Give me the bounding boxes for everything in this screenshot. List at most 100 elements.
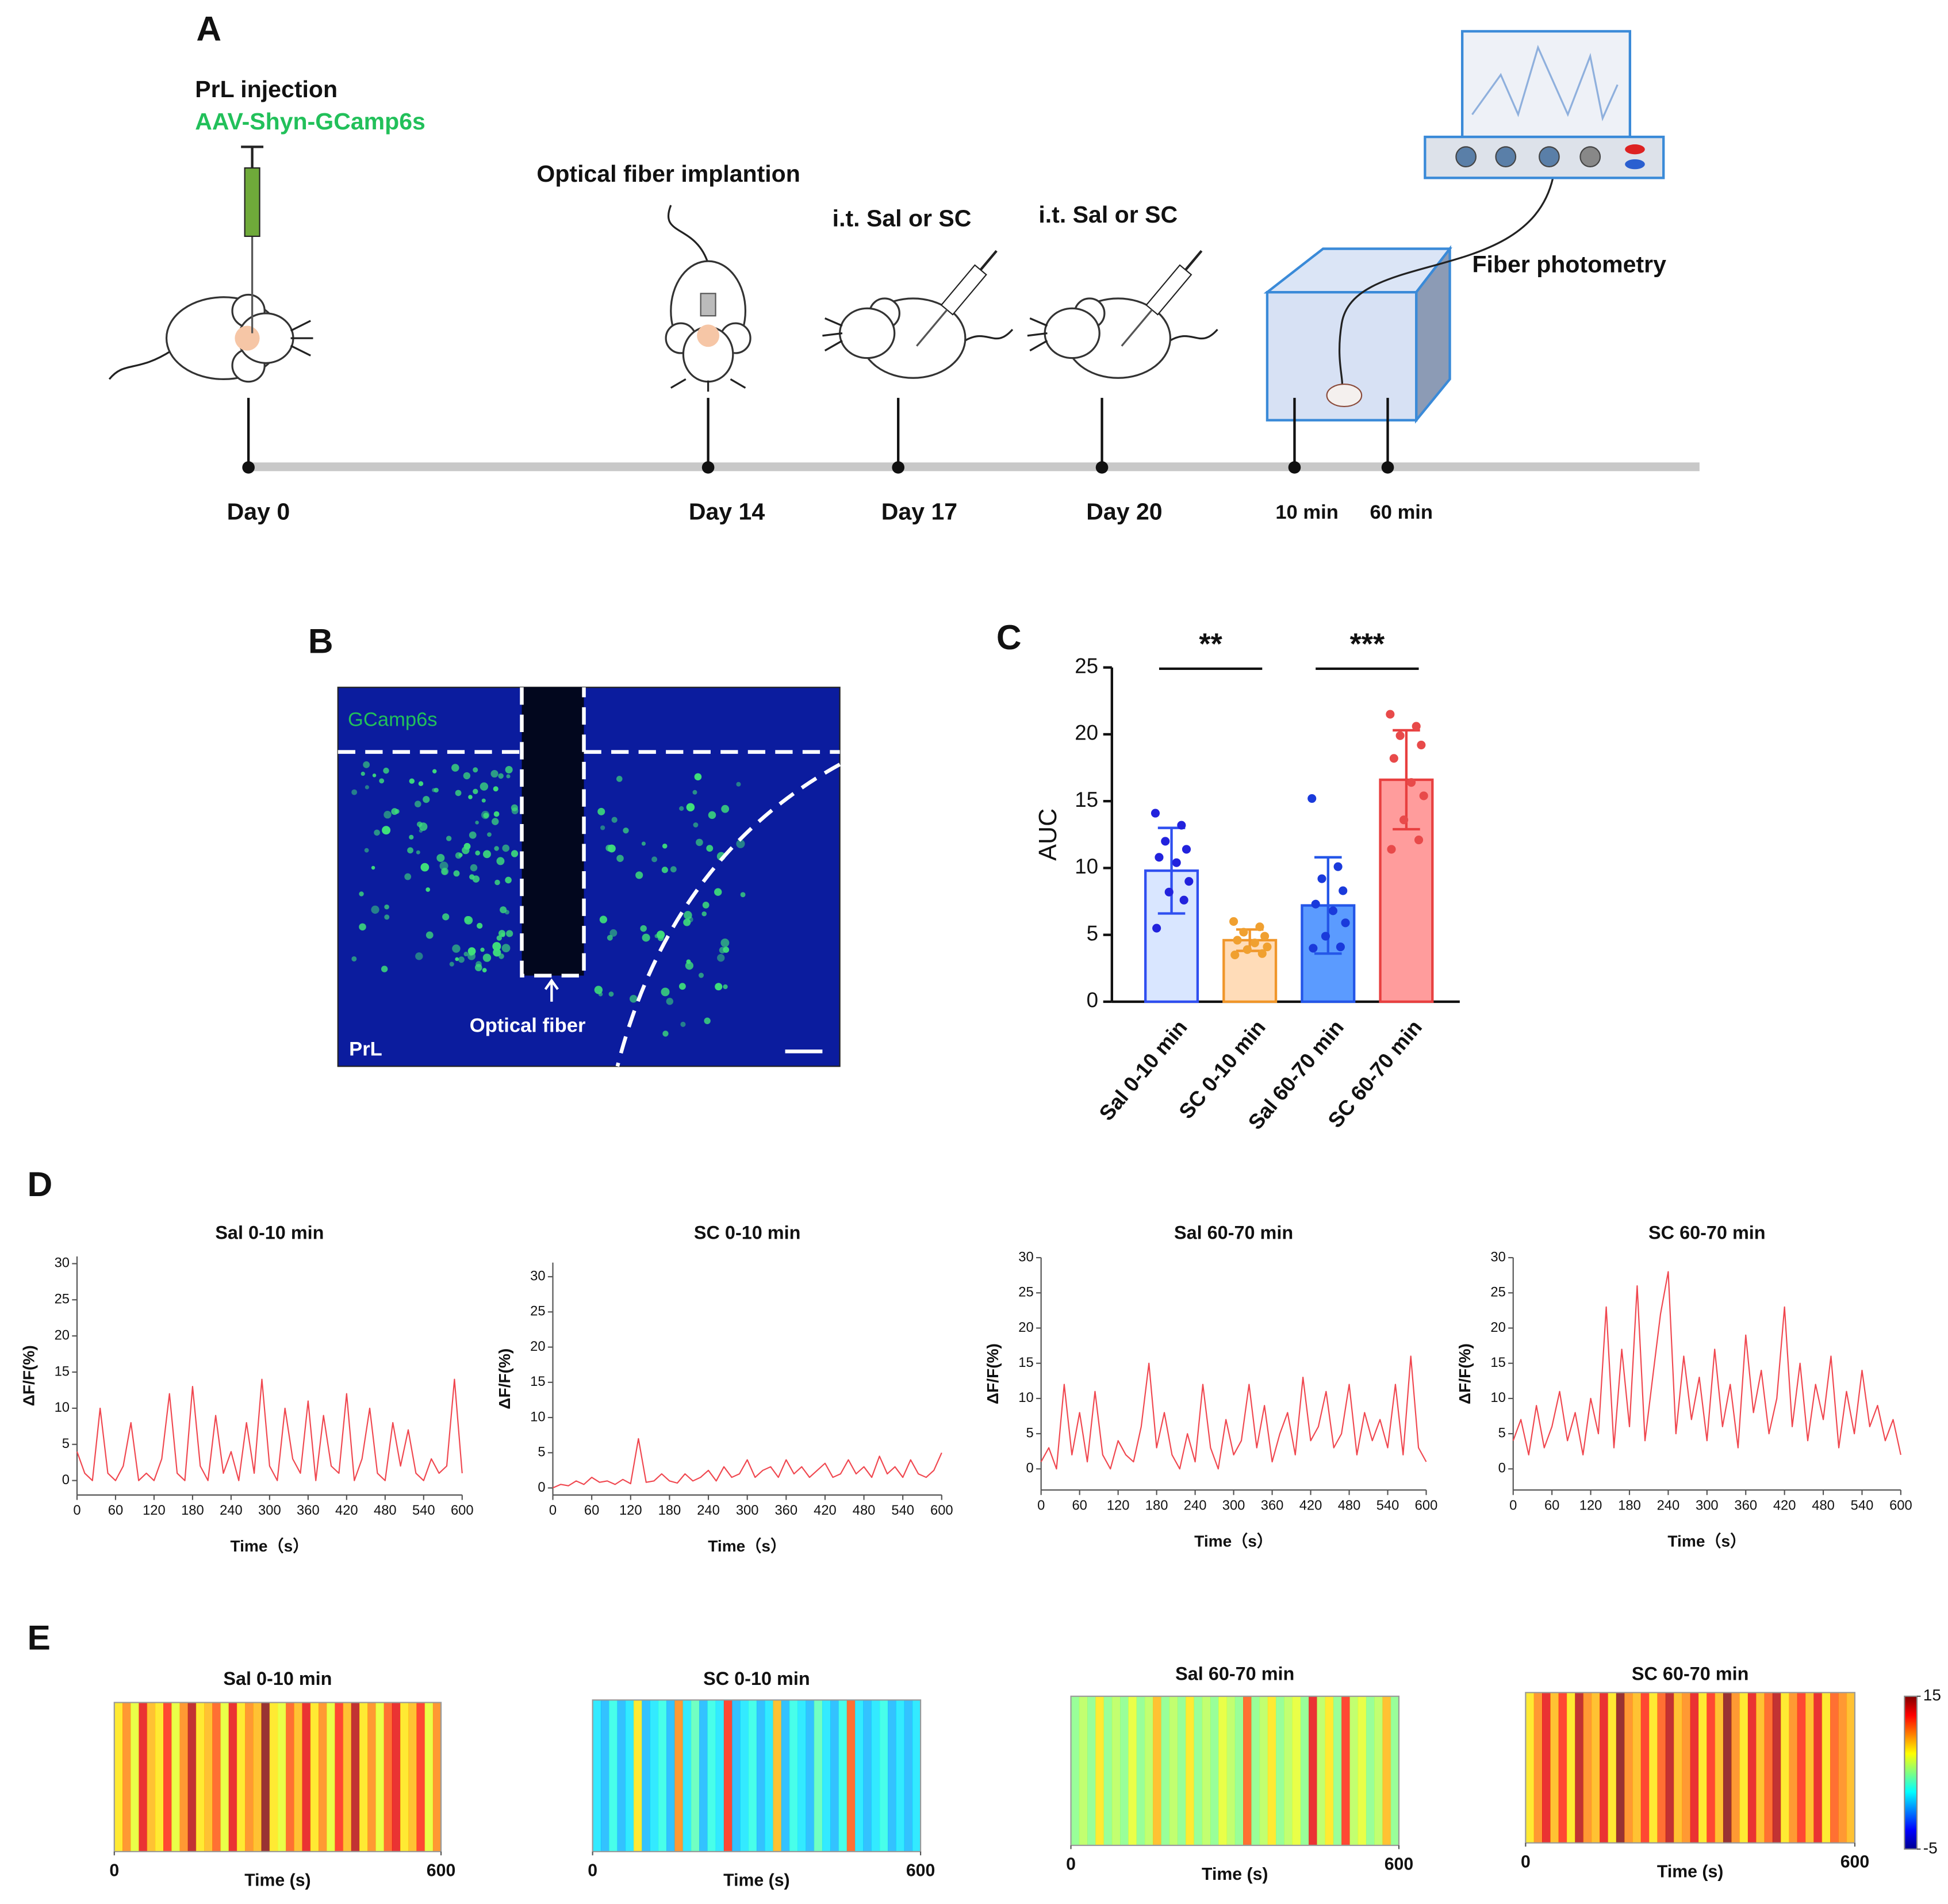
timeline-dot [1288,461,1301,474]
implant-site [697,324,720,347]
heat-stripe [904,1700,913,1852]
heat-stripe [1657,1692,1666,1843]
fiber-track [521,687,584,976]
cell [359,923,366,931]
heat-stripe [797,1700,807,1852]
cell [720,938,730,948]
cell [505,765,513,774]
cell [723,984,728,990]
cell [409,778,415,784]
heat-stripe [1218,1696,1228,1846]
y-tick-label: 25 [1018,1285,1033,1300]
cell [505,876,512,884]
y-axis-label: ΔF/F(%) [984,1343,1002,1404]
significance-label: *** [1350,627,1385,661]
heat-stripe [1333,1696,1342,1846]
cell [496,857,505,865]
cell [364,848,369,853]
heat-stripe [1682,1692,1691,1843]
cell [381,966,388,972]
heat-stripe [1177,1696,1186,1846]
x-tick-label: 180 [1618,1497,1641,1513]
cell [693,822,699,828]
trace [553,1438,942,1489]
cell [694,773,702,781]
data-point [1161,837,1170,846]
heat-stripe [633,1700,642,1852]
cell [432,769,437,773]
cell [670,866,677,873]
heatmap-frame [1525,1692,1856,1844]
heat-stripe [1665,1692,1674,1843]
y-tick-label: 25 [530,1304,545,1319]
heat-stripe [163,1702,172,1852]
x-tick-label: 360 [297,1503,320,1518]
cell [361,771,365,776]
x-tick-label: 540 [1851,1497,1874,1513]
x-tick-label: 180 [181,1503,204,1518]
x-tick-label: 540 [1376,1497,1399,1513]
heat-stripe [855,1700,864,1852]
data-point [1172,858,1181,867]
y-tick-label: 30 [1490,1249,1505,1265]
cell [455,852,462,859]
cell [686,959,691,964]
heat-stripe [1169,1696,1178,1846]
x-tick-label: 600 [1840,1852,1869,1871]
knob [1539,146,1560,168]
heat-stripe [1781,1692,1790,1843]
knob [1495,146,1517,168]
heat-stripe [286,1702,294,1852]
y-axis-label: ΔF/F(%) [1456,1343,1474,1404]
y-tick-label: 10 [55,1400,70,1415]
cell [692,790,697,795]
cell [498,930,505,937]
heat-stripe [1640,1692,1650,1843]
cell [383,767,389,774]
heat-stripe [1325,1696,1334,1846]
y-tick-label: 25 [1075,654,1098,677]
mouse-tail [108,350,172,380]
heat-stripe [888,1700,896,1852]
cell [416,850,420,855]
cell [425,931,434,939]
data-point [1333,862,1343,871]
heat-stripe [1259,1696,1268,1846]
cell [463,952,469,957]
y-tick-label: 5 [538,1445,545,1460]
cell [464,915,471,923]
heat-stripe [1341,1696,1351,1846]
heat-stripe [1583,1692,1592,1843]
x-tick-label: 600 [930,1503,953,1518]
y-tick-label: 20 [1018,1320,1033,1335]
heat-stripe [1608,1692,1617,1843]
x-axis-label: Time（s） [1194,1531,1273,1550]
cell [458,956,465,963]
heat-stripe [1071,1696,1080,1846]
cell [661,867,668,874]
cell [594,986,603,994]
heat-stripe [1756,1692,1765,1843]
x-tick-label: 600 [1415,1497,1438,1513]
timeline-label: Day 14 [689,499,765,525]
panel-letter: E [28,1618,51,1657]
y-tick-label: 0 [1498,1461,1506,1476]
cell [702,902,710,909]
implant-label: Optical fiber implantion [536,160,800,187]
heat-stripe [1194,1696,1203,1846]
heat-stripe [1390,1696,1399,1846]
cell [463,772,471,780]
cell [662,843,668,849]
heat-stripe [715,1700,724,1852]
cell [351,956,357,961]
heat-stripe [1226,1696,1236,1846]
cell [502,844,510,852]
y-tick-label: 15 [530,1374,545,1389]
syringe-plunger [979,250,998,271]
heat-stripe [400,1702,409,1852]
timeline-label: 10 min [1275,501,1339,523]
cell [467,952,476,960]
panel-letter: A [196,9,221,48]
mouse-tail [962,328,1014,343]
